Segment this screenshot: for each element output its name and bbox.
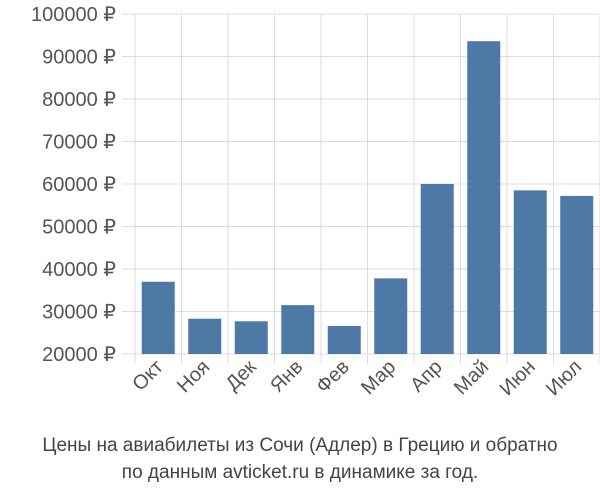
x-axis-tick-labels: Окт Ноя Дек Янв Фев Мар Апр Май Июн Июл — [128, 356, 586, 400]
bar-4 — [281, 305, 315, 354]
bar-6 — [374, 278, 408, 354]
bar-chart: 20000 ₽ 30000 ₽ 40000 ₽ 50000 ₽ 60000 ₽ 70000… — [31, 4, 600, 400]
y-tick-label: 100000 ₽ — [31, 4, 116, 26]
bar-1 — [141, 281, 175, 354]
y-tick-label: 50000 ₽ — [42, 217, 116, 239]
x-tick-label: Мар — [357, 356, 400, 399]
x-tick-label: Май — [450, 356, 493, 399]
grid-lines — [122, 13, 600, 364]
y-tick-label: 80000 ₽ — [42, 89, 116, 111]
bar-2 — [188, 318, 222, 354]
y-tick-label: 20000 ₽ — [42, 344, 116, 366]
y-tick-label: 60000 ₽ — [42, 174, 116, 196]
x-tick-label: Ноя — [173, 356, 214, 397]
y-axis-tick-labels: 20000 ₽ 30000 ₽ 40000 ₽ 50000 ₽ 60000 ₽ 70000… — [31, 4, 116, 366]
x-tick-label: Июл — [542, 356, 586, 400]
bar-7 — [420, 184, 454, 354]
x-tick-label: Июн — [496, 356, 540, 400]
x-tick-label: Апр — [406, 356, 447, 397]
y-tick-label: 40000 ₽ — [42, 259, 116, 281]
chart-caption-line-1: Цены на авиабилеты из Сочи (Адлер) в Гре… — [42, 435, 558, 456]
x-tick-label: Окт — [128, 356, 167, 395]
x-tick-label: Янв — [266, 356, 307, 397]
bar-8 — [467, 41, 501, 354]
bars — [141, 41, 594, 354]
y-tick-label: 70000 ₽ — [42, 132, 116, 154]
y-tick-label: 30000 ₽ — [42, 302, 116, 324]
x-tick-label: Фев — [312, 356, 354, 398]
bar-5 — [327, 325, 361, 354]
bar-9 — [513, 190, 547, 354]
chart-caption-line-2: по данным avticket.ru в динамике за год. — [121, 462, 479, 483]
bar-3 — [234, 321, 268, 354]
y-tick-label: 90000 ₽ — [42, 47, 116, 69]
bar-10 — [560, 195, 594, 354]
